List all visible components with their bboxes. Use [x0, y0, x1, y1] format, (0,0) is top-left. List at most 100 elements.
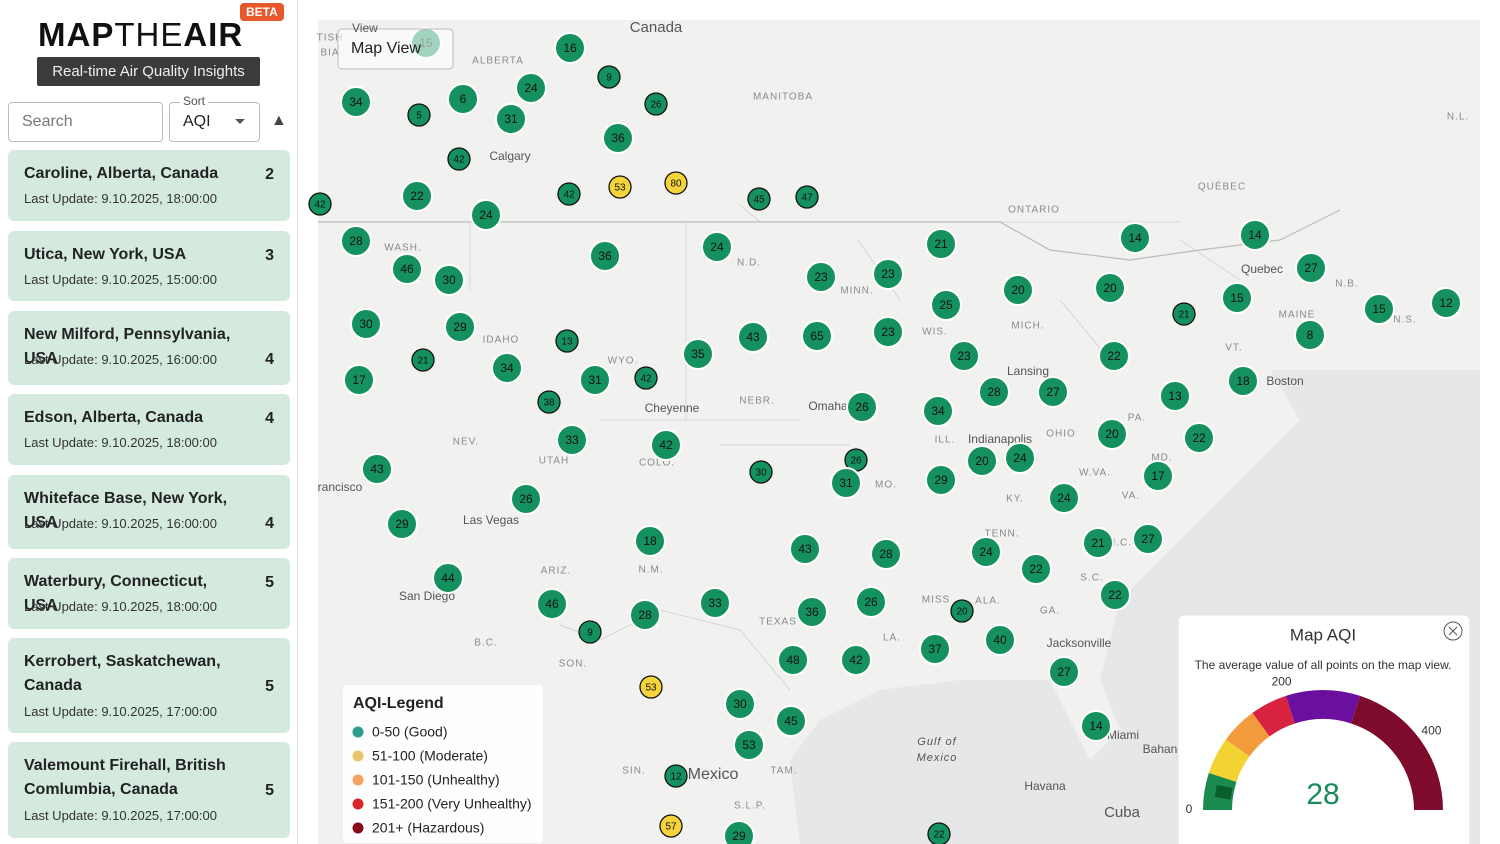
location-card[interactable]: Caroline, Alberta, Canada Last Update: 9.…: [8, 150, 290, 221]
aqi-marker[interactable]: 43: [789, 533, 821, 565]
aqi-marker[interactable]: 31: [830, 467, 862, 499]
aqi-marker[interactable]: 42: [447, 147, 471, 171]
aqi-marker[interactable]: 42: [650, 429, 682, 461]
aqi-marker[interactable]: 22: [1099, 579, 1131, 611]
aqi-marker[interactable]: 34: [340, 86, 372, 118]
aqi-marker[interactable]: 24: [470, 199, 502, 231]
aqi-marker[interactable]: 21: [1082, 527, 1114, 559]
aqi-marker[interactable]: 27: [1037, 376, 1069, 408]
aqi-marker[interactable]: 46: [536, 588, 568, 620]
aqi-marker[interactable]: 15: [1221, 282, 1253, 314]
aqi-marker[interactable]: 9: [578, 620, 602, 644]
aqi-marker[interactable]: 27: [1132, 523, 1164, 555]
aqi-marker[interactable]: 17: [1142, 460, 1174, 492]
aqi-marker[interactable]: 24: [1004, 442, 1036, 474]
aqi-marker[interactable]: 23: [948, 340, 980, 372]
aqi-marker[interactable]: 34: [491, 352, 523, 384]
aqi-marker[interactable]: 26: [855, 586, 887, 618]
aqi-marker[interactable]: 30: [433, 264, 465, 296]
aqi-marker[interactable]: 24: [515, 72, 547, 104]
aqi-marker[interactable]: 22: [1098, 340, 1130, 372]
aqi-marker[interactable]: 42: [840, 644, 872, 676]
aqi-marker[interactable]: 20: [1096, 418, 1128, 450]
aqi-marker[interactable]: 23: [872, 258, 904, 290]
aqi-marker[interactable]: 30: [749, 460, 773, 484]
location-card[interactable]: Utica, New York, USA Last Update: 9.10.20…: [8, 231, 290, 301]
aqi-marker[interactable]: 26: [844, 448, 868, 472]
aqi-marker[interactable]: 17: [343, 364, 375, 396]
aqi-marker[interactable]: 53: [733, 729, 765, 761]
aqi-marker[interactable]: 28: [978, 376, 1010, 408]
aqi-marker[interactable]: 14: [1239, 219, 1271, 251]
aqi-marker[interactable]: 25: [930, 289, 962, 321]
aqi-marker[interactable]: 23: [805, 261, 837, 293]
aqi-marker[interactable]: 65: [801, 320, 833, 352]
aqi-marker[interactable]: 18: [1227, 365, 1259, 397]
aqi-marker[interactable]: 15: [410, 27, 442, 59]
aqi-marker[interactable]: 23: [872, 316, 904, 348]
view-select[interactable]: [337, 28, 454, 70]
aqi-marker[interactable]: 26: [846, 391, 878, 423]
aqi-marker[interactable]: 36: [796, 596, 828, 628]
aqi-marker[interactable]: 24: [970, 536, 1002, 568]
aqi-marker[interactable]: 22: [1020, 553, 1052, 585]
aqi-marker[interactable]: 45: [747, 187, 771, 211]
sort-select[interactable]: AQI: [169, 102, 260, 142]
aqi-marker[interactable]: 22: [401, 180, 433, 212]
aqi-marker[interactable]: 29: [723, 820, 755, 844]
aqi-marker[interactable]: 20: [1094, 272, 1126, 304]
aqi-marker[interactable]: 29: [444, 311, 476, 343]
aqi-marker[interactable]: 12: [664, 764, 688, 788]
aqi-marker[interactable]: 27: [1295, 252, 1327, 284]
aqi-marker[interactable]: 6: [447, 83, 479, 115]
aqi-marker[interactable]: 14: [1080, 710, 1112, 742]
aqi-marker[interactable]: 45: [775, 705, 807, 737]
location-card[interactable]: Kerrobert, Saskatchewan, Canada Last Upda…: [8, 638, 290, 733]
aqi-marker[interactable]: 21: [411, 348, 435, 372]
aqi-marker[interactable]: 33: [556, 424, 588, 456]
aqi-marker[interactable]: 28: [629, 599, 661, 631]
aqi-marker[interactable]: 31: [495, 103, 527, 135]
aqi-marker[interactable]: 14: [1119, 222, 1151, 254]
location-card[interactable]: New Milford, Pennsylvania, USA Last Updat…: [8, 311, 290, 385]
aqi-marker[interactable]: 5: [407, 103, 431, 127]
aqi-marker[interactable]: 20: [966, 445, 998, 477]
aqi-marker[interactable]: 24: [701, 231, 733, 263]
aqi-marker[interactable]: 21: [1172, 302, 1196, 326]
close-button[interactable]: [1443, 621, 1463, 641]
aqi-marker[interactable]: 26: [644, 92, 668, 116]
aqi-marker[interactable]: 43: [361, 453, 393, 485]
location-card[interactable]: Whiteface Base, New York, USA Last Update…: [8, 475, 290, 549]
aqi-marker[interactable]: 43: [737, 321, 769, 353]
aqi-marker[interactable]: 36: [589, 240, 621, 272]
location-card[interactable]: Waterbury, Connecticut, USA Last Update: …: [8, 558, 290, 629]
aqi-marker[interactable]: 36: [602, 122, 634, 154]
aqi-marker[interactable]: 42: [557, 182, 581, 206]
sort-direction[interactable]: ▲: [271, 112, 287, 129]
aqi-marker[interactable]: 42: [634, 366, 658, 390]
aqi-marker[interactable]: 27: [1048, 656, 1080, 688]
aqi-marker[interactable]: 20: [950, 599, 974, 623]
aqi-marker[interactable]: 13: [1159, 380, 1191, 412]
aqi-marker[interactable]: 47: [795, 185, 819, 209]
aqi-marker[interactable]: 40: [984, 624, 1016, 656]
aqi-marker[interactable]: 13: [555, 329, 579, 353]
aqi-marker[interactable]: 30: [350, 308, 382, 340]
aqi-marker[interactable]: 37: [919, 633, 951, 665]
aqi-marker[interactable]: 22: [1183, 422, 1215, 454]
aqi-marker[interactable]: 8: [1294, 319, 1326, 351]
aqi-marker[interactable]: 9: [597, 65, 621, 89]
aqi-marker[interactable]: 53: [639, 675, 663, 699]
aqi-marker[interactable]: 26: [510, 483, 542, 515]
aqi-marker[interactable]: 28: [870, 538, 902, 570]
location-card[interactable]: Valemount Firehall, British Comlumbia, C…: [8, 742, 290, 838]
aqi-marker[interactable]: 28: [340, 225, 372, 257]
aqi-marker[interactable]: 15: [1363, 293, 1395, 325]
aqi-marker[interactable]: 12: [1430, 287, 1462, 319]
aqi-marker[interactable]: 29: [925, 464, 957, 496]
aqi-marker[interactable]: 57: [659, 814, 683, 838]
aqi-marker[interactable]: 38: [537, 390, 561, 414]
aqi-marker[interactable]: 22: [927, 822, 951, 844]
aqi-marker[interactable]: 48: [777, 644, 809, 676]
location-card[interactable]: Edson, Alberta, Canada Last Update: 9.10.…: [8, 394, 290, 465]
